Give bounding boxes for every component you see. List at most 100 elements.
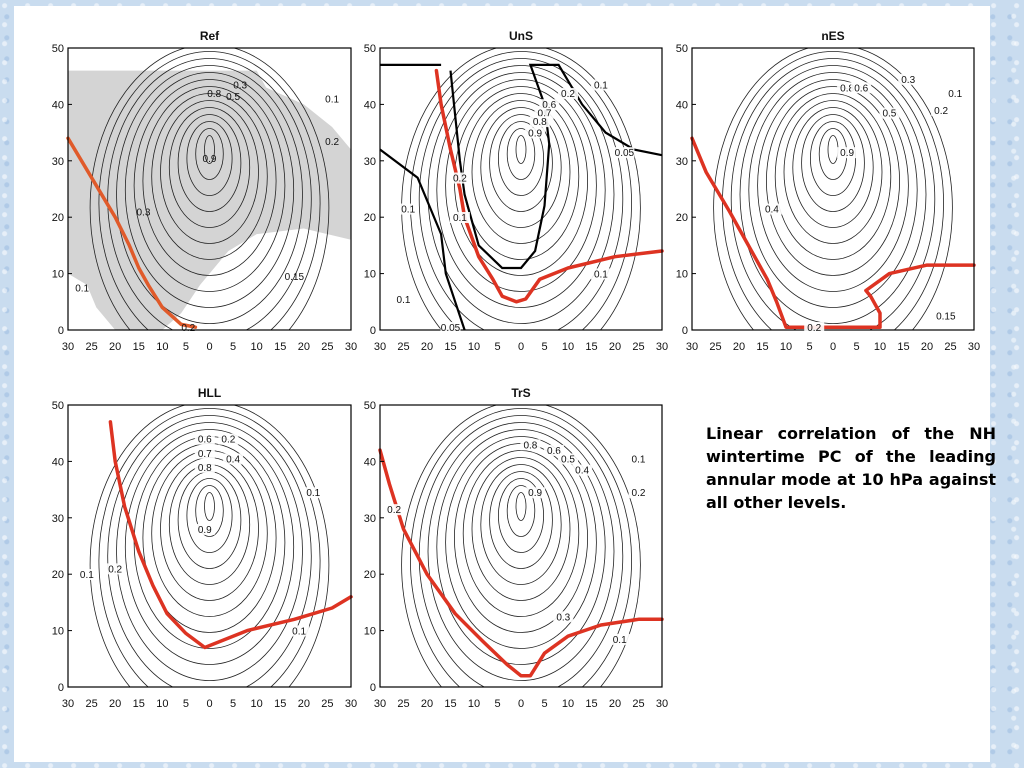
x-tick-label: 5 — [183, 698, 189, 710]
contour-label-bg — [614, 147, 635, 159]
plot-frame — [691, 47, 975, 331]
contour-label-bg — [398, 203, 419, 215]
y-tick-label: 40 — [52, 456, 64, 468]
contour-label-bg — [543, 444, 564, 456]
contour-label: 0.2 — [108, 564, 122, 575]
y-tick-label: 50 — [364, 43, 376, 55]
y-tick-label: 40 — [364, 99, 376, 111]
contour-label: 0.2 — [807, 323, 821, 334]
x-tick-label: 5 — [541, 341, 547, 353]
contour-line — [116, 65, 303, 324]
x-tick-label: 15 — [133, 341, 145, 353]
contour-label: 0.1 — [594, 80, 608, 91]
x-tick-label: 5 — [230, 698, 236, 710]
x-tick-label: 10 — [468, 341, 480, 353]
x-tick-label: 15 — [897, 341, 909, 353]
x-tick-label: 20 — [733, 341, 745, 353]
x-tick-label: 10 — [156, 341, 168, 353]
y-tick-label: 40 — [364, 456, 376, 468]
contour-label: 0.5 — [882, 109, 896, 120]
contour-label-bg — [558, 453, 578, 465]
x-tick-label: 5 — [230, 341, 236, 353]
contour-line — [515, 492, 527, 521]
highlighted-contour — [108, 420, 353, 650]
contour-label-bg — [76, 569, 97, 581]
contour-line — [124, 72, 295, 308]
x-tick-label: 25 — [321, 341, 333, 353]
x-tick-label: 20 — [298, 341, 310, 353]
contour-line — [151, 93, 268, 260]
contour-label: 0.4 — [575, 466, 589, 477]
contour-line — [462, 93, 580, 260]
contour-label: 0.2 — [221, 435, 235, 446]
contour-line — [436, 72, 606, 308]
contour-label-bg — [590, 79, 611, 91]
contour-line — [506, 128, 536, 180]
contour-label: 0.6 — [542, 100, 556, 111]
x-tick-label: 30 — [374, 341, 386, 353]
x-tick-label: 20 — [298, 698, 310, 710]
contour-label-bg — [529, 116, 550, 128]
contour-line — [489, 471, 553, 569]
y-tick-label: 0 — [370, 682, 376, 694]
contour-line — [497, 121, 544, 196]
contour-line — [506, 485, 536, 537]
contour-line — [410, 51, 632, 330]
x-tick-label: 30 — [374, 698, 386, 710]
contour-line — [713, 48, 953, 330]
x-tick-label: 5 — [494, 341, 500, 353]
contour-line — [489, 114, 553, 212]
contour-label: 0.6 — [547, 446, 561, 457]
x-tick-label: 15 — [444, 341, 456, 353]
y-tick-label: 40 — [52, 99, 64, 111]
panel-title: HLL — [198, 386, 221, 400]
y-tick-label: 50 — [52, 43, 64, 55]
contour-line — [436, 429, 606, 665]
plot-frame — [67, 47, 352, 331]
zero-contour-line — [379, 148, 466, 331]
contour-label: 0.8 — [533, 117, 547, 128]
contour-label: 0.9 — [528, 488, 542, 499]
contour-label-bg — [449, 212, 470, 224]
contour-label: 0.4 — [226, 454, 240, 465]
contour-label: 0.3 — [556, 612, 570, 623]
contour-label: 0.1 — [594, 269, 608, 280]
contour-label-bg — [572, 464, 593, 476]
x-tick-label: 20 — [109, 698, 121, 710]
contour-label: 0.4 — [765, 205, 779, 216]
contour-line — [98, 51, 321, 330]
contour-label-bg — [609, 633, 630, 645]
x-tick-label: 15 — [274, 341, 286, 353]
x-tick-label: 25 — [632, 341, 644, 353]
x-tick-label: 0 — [830, 341, 836, 353]
contour-line — [774, 93, 892, 260]
contour-line — [124, 429, 295, 665]
contour-label-bg — [218, 433, 239, 445]
contour-label-bg — [289, 625, 310, 637]
contour-label: 0.9 — [840, 148, 854, 159]
x-tick-label: 20 — [421, 341, 433, 353]
highlighted-contour — [378, 448, 664, 678]
y-tick-label: 50 — [676, 43, 688, 55]
contour-label: 0.1 — [80, 570, 94, 581]
y-tick-label: 20 — [364, 569, 376, 581]
contour-label: 0.1 — [613, 635, 627, 646]
x-tick-label: 15 — [756, 341, 768, 353]
contour-line — [418, 58, 624, 330]
contour-label: 0.9 — [528, 128, 542, 139]
contour-label-bg — [590, 268, 611, 280]
contour-label: 0.7 — [538, 109, 552, 120]
plot-frame — [67, 404, 352, 688]
x-tick-label: 0 — [206, 341, 212, 353]
highlighted-contour — [66, 136, 198, 329]
contour-line — [186, 478, 233, 553]
contour-label: 0.05 — [441, 323, 461, 334]
x-tick-label: 15 — [585, 341, 597, 353]
y-tick-label: 0 — [682, 325, 688, 337]
contour-label: 0.3 — [233, 80, 247, 91]
plot-frame — [379, 404, 663, 688]
contour-label-bg — [223, 453, 244, 465]
x-tick-label: 10 — [874, 341, 886, 353]
contour-label: 0.5 — [561, 454, 575, 465]
